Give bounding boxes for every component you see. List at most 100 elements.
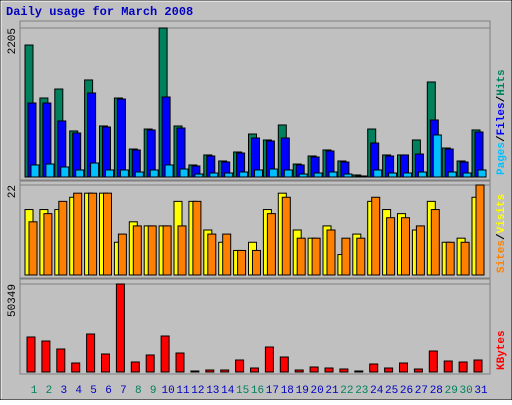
x-tick-label: 4 — [75, 385, 82, 397]
bar — [162, 225, 172, 276]
bar — [252, 249, 261, 276]
bar — [477, 169, 487, 178]
bar — [384, 367, 394, 373]
bar — [117, 233, 127, 276]
bar — [447, 171, 457, 178]
bar — [101, 353, 110, 373]
bar — [237, 249, 247, 276]
bar — [298, 173, 308, 178]
bar — [313, 172, 323, 178]
x-tick-label: 12 — [191, 385, 204, 397]
bar — [443, 360, 453, 373]
x-tick-label: 9 — [150, 385, 157, 397]
chart-title: Daily usage for March 2008 — [6, 5, 193, 19]
bar — [473, 359, 483, 373]
bar — [105, 169, 114, 178]
bar — [147, 225, 157, 276]
legend-separator: / — [496, 135, 508, 142]
bar — [401, 217, 410, 276]
bar — [354, 370, 364, 373]
bar — [43, 213, 53, 276]
bar — [134, 171, 144, 178]
bar — [132, 225, 142, 276]
bar — [179, 168, 189, 178]
bar — [309, 366, 319, 373]
bar — [462, 172, 472, 178]
y-tick-label: 22 — [7, 185, 19, 198]
bar — [373, 169, 383, 178]
bar — [458, 361, 468, 373]
x-tick-label: 26 — [400, 385, 413, 397]
bar — [235, 359, 245, 373]
bar — [283, 169, 293, 178]
x-tick-label: 23 — [355, 385, 368, 397]
x-tick-label: 3 — [60, 385, 67, 397]
bar — [250, 367, 259, 373]
x-tick-label: 15 — [236, 385, 249, 397]
bar — [160, 335, 170, 373]
bar — [175, 352, 185, 373]
bar — [145, 354, 155, 373]
bar — [268, 168, 278, 178]
x-tick-label: 30 — [459, 385, 472, 397]
bar — [205, 369, 215, 373]
bar — [26, 336, 36, 373]
bar — [358, 175, 368, 178]
bar — [328, 171, 338, 178]
bar — [430, 209, 440, 276]
x-tick-label: 25 — [385, 385, 398, 397]
bar — [296, 237, 306, 276]
bar — [294, 369, 304, 373]
bar — [207, 233, 217, 276]
x-tick-label: 18 — [281, 385, 294, 397]
x-tick-label: 27 — [415, 385, 428, 397]
bar — [415, 225, 425, 276]
bar — [369, 363, 379, 373]
bar — [41, 340, 51, 373]
legend-separator: / — [496, 95, 508, 102]
bar — [86, 333, 96, 373]
x-tick-label: 5 — [90, 385, 97, 397]
bar — [56, 348, 66, 373]
series-legend: Sites/Visits — [496, 194, 508, 273]
x-tick-label: 24 — [370, 385, 384, 397]
bar — [371, 196, 381, 276]
x-tick-label: 11 — [176, 385, 190, 397]
bar — [413, 368, 423, 373]
x-tick-label: 7 — [120, 385, 127, 397]
bar — [254, 169, 263, 178]
bar — [116, 98, 126, 178]
bar — [311, 237, 321, 276]
bar — [220, 369, 230, 373]
bar — [386, 217, 396, 276]
x-tick-label: 14 — [221, 385, 235, 397]
bar — [149, 169, 159, 178]
bar — [75, 169, 85, 178]
bar — [460, 241, 470, 276]
bar — [417, 171, 427, 178]
bar — [388, 172, 398, 178]
legend-entry: Visits — [496, 194, 508, 234]
bar — [103, 192, 112, 276]
bar — [194, 173, 204, 178]
bar — [239, 171, 249, 178]
x-tick-label: 16 — [251, 385, 264, 397]
series-legend: KBytes — [496, 330, 508, 370]
bar — [119, 169, 129, 178]
x-tick-label: 20 — [310, 385, 323, 397]
y-tick-label: 50349 — [7, 284, 19, 317]
x-tick-label: 19 — [296, 385, 309, 397]
bar — [60, 166, 70, 178]
bar — [324, 367, 334, 373]
bar — [343, 173, 353, 178]
legend-entry: Files — [496, 102, 508, 135]
panel — [19, 180, 491, 279]
bar — [177, 225, 187, 276]
bar — [222, 233, 232, 276]
x-tick-label: 8 — [135, 385, 142, 397]
bar — [90, 162, 100, 178]
bar — [58, 200, 68, 276]
bar — [190, 370, 200, 373]
